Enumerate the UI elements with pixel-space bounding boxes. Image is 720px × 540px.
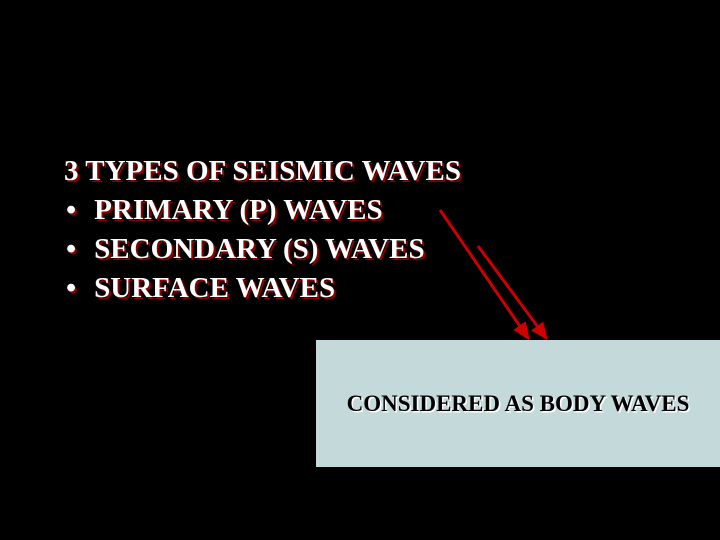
bullet-item: • PRIMARY (P) WAVES <box>64 194 461 227</box>
bullet-marker: • <box>66 272 76 305</box>
bullet-marker: • <box>66 194 76 227</box>
callout-text: CONSIDERED AS BODY WAVES <box>347 391 690 417</box>
slide-content: 3 TYPES OF SEISMIC WAVES • PRIMARY (P) W… <box>64 155 461 311</box>
slide-title: 3 TYPES OF SEISMIC WAVES <box>64 155 461 188</box>
bullet-text: SECONDARY (S) WAVES <box>94 233 424 266</box>
arrow-line <box>478 246 546 338</box>
bullet-item: • SURFACE WAVES <box>64 272 461 305</box>
callout-box: CONSIDERED AS BODY WAVES <box>316 340 720 467</box>
bullet-text: SURFACE WAVES <box>94 272 335 305</box>
bullet-item: • SECONDARY (S) WAVES <box>64 233 461 266</box>
bullet-marker: • <box>66 233 76 266</box>
bullet-text: PRIMARY (P) WAVES <box>94 194 382 227</box>
